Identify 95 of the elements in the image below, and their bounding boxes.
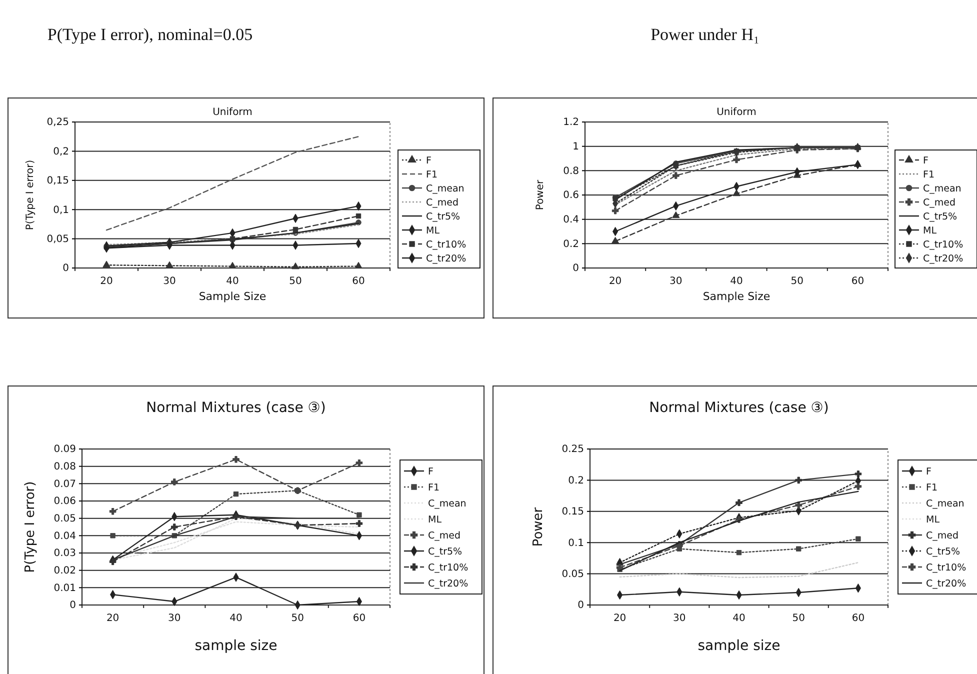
y-tick-label: 0,25: [46, 117, 69, 128]
x-axis-title: sample size: [698, 638, 780, 654]
x-tick-label: 50: [289, 276, 302, 288]
legend-label: F: [426, 156, 432, 166]
legend-label: ML: [926, 514, 940, 526]
chart-title: Uniform: [716, 107, 756, 118]
y-tick-label: 0: [578, 600, 584, 612]
y-tick-label: 0.15: [562, 506, 584, 518]
legend-label: C_med: [426, 198, 459, 208]
y-axis-title: Power: [531, 506, 546, 547]
y-tick-label: 0.09: [54, 444, 76, 456]
legend-label: C_med: [428, 530, 461, 542]
y-tick-label: 0.8: [563, 166, 579, 177]
legend-label: F1: [926, 482, 938, 494]
y-tick-label: 0.2: [568, 475, 584, 486]
x-tick-label: 30: [168, 613, 181, 624]
legend-label: F: [428, 466, 434, 478]
y-tick-label: 0.08: [54, 462, 76, 473]
legend-label: C_med: [923, 198, 956, 208]
y-tick-label: 0,2: [53, 146, 69, 158]
legend-label: C_tr10%: [926, 562, 966, 574]
y-axis-title: P(Type I error): [25, 160, 36, 230]
legend-label: C_tr20%: [926, 578, 966, 590]
x-tick-label: 60: [851, 276, 864, 288]
x-axis-title: Sample Size: [198, 290, 266, 303]
x-tick-label: 30: [670, 276, 682, 288]
legend-label: ML: [426, 226, 440, 236]
x-tick-label: 50: [792, 613, 805, 624]
chart-title: Uniform: [212, 107, 252, 118]
legend-label: C_mean: [926, 498, 964, 510]
y-tick-label: 0,15: [46, 176, 69, 187]
legend-label: ML: [428, 514, 442, 526]
y-tick-label: 0.07: [54, 478, 76, 490]
y-tick-label: 1: [572, 142, 579, 153]
y-tick-label: 0.4: [563, 214, 579, 226]
x-tick-label: 20: [106, 613, 120, 624]
y-axis-title: P(Type I error): [23, 481, 38, 573]
legend-label: C_med: [926, 530, 959, 542]
y-tick-label: 0: [62, 263, 69, 274]
legend-label: F1: [923, 170, 935, 180]
y-tick-label: 0.03: [54, 548, 76, 560]
x-tick-label: 60: [352, 613, 366, 624]
y-tick-label: 0.25: [562, 444, 584, 456]
x-tick-label: 20: [613, 613, 626, 624]
legend-label: F1: [426, 170, 438, 180]
legend-label: C_tr10%: [923, 240, 964, 250]
x-tick-label: 20: [608, 276, 622, 288]
legend-label: C_tr5%: [926, 546, 960, 558]
y-tick-label: 0.05: [562, 569, 584, 580]
y-tick-label: 0.1: [568, 538, 584, 549]
chart-title: Normal Mixtures (case ③): [649, 400, 829, 416]
x-tick-label: 40: [732, 613, 746, 624]
legend-label: C_tr10%: [428, 562, 468, 574]
y-tick-label: 0.06: [54, 496, 76, 508]
y-tick-label: 0.6: [563, 190, 579, 202]
text: P(Type I error), nominal=0.05: [47, 25, 253, 44]
legend-label: F: [923, 156, 928, 166]
legend-label: C_tr20%: [428, 578, 468, 590]
legend-label: C_tr5%: [923, 212, 958, 222]
y-tick-label: 0,1: [53, 204, 69, 216]
legend-label: F1: [428, 482, 440, 494]
y-tick-label: 0,05: [46, 234, 69, 245]
legend-label: ML: [923, 226, 938, 236]
y-tick-label: 0: [70, 600, 76, 612]
y-tick-label: 0: [572, 263, 579, 274]
y-tick-label: 0.02: [54, 566, 76, 577]
legend-label: C_tr5%: [426, 212, 460, 222]
text: Power under H₁: [650, 25, 760, 44]
x-tick-label: 50: [790, 276, 804, 288]
y-tick-label: 0.01: [54, 582, 76, 594]
legend-label: F: [926, 466, 932, 478]
legend-label: C_mean: [428, 498, 466, 510]
legend-label: C_mean: [426, 184, 464, 194]
x-tick-label: 60: [852, 613, 865, 624]
x-tick-label: 30: [673, 613, 686, 624]
x-tick-label: 40: [226, 276, 239, 288]
x-tick-label: 20: [100, 276, 113, 288]
y-tick-label: 0.04: [54, 530, 76, 542]
x-tick-label: 40: [730, 276, 743, 288]
legend-label: C_tr20%: [426, 254, 466, 264]
x-tick-label: 40: [230, 613, 242, 624]
y-tick-label: 0.05: [54, 514, 76, 525]
chart-title: Normal Mixtures (case ③): [146, 400, 326, 416]
x-axis-title: sample size: [194, 638, 278, 654]
legend-label: C_tr10%: [426, 240, 466, 250]
x-tick-label: 50: [291, 613, 304, 624]
y-tick-label: 0.2: [563, 238, 579, 250]
x-tick-label: 60: [352, 276, 365, 288]
x-axis-title: Sample Size: [702, 290, 770, 303]
legend-label: C_mean: [923, 184, 962, 194]
x-tick-label: 30: [163, 276, 176, 288]
y-tick-label: 1.2: [563, 117, 579, 128]
y-axis-title: Power: [535, 178, 546, 210]
legend-label: C_tr20%: [923, 254, 964, 264]
legend-label: C_tr5%: [428, 546, 462, 558]
